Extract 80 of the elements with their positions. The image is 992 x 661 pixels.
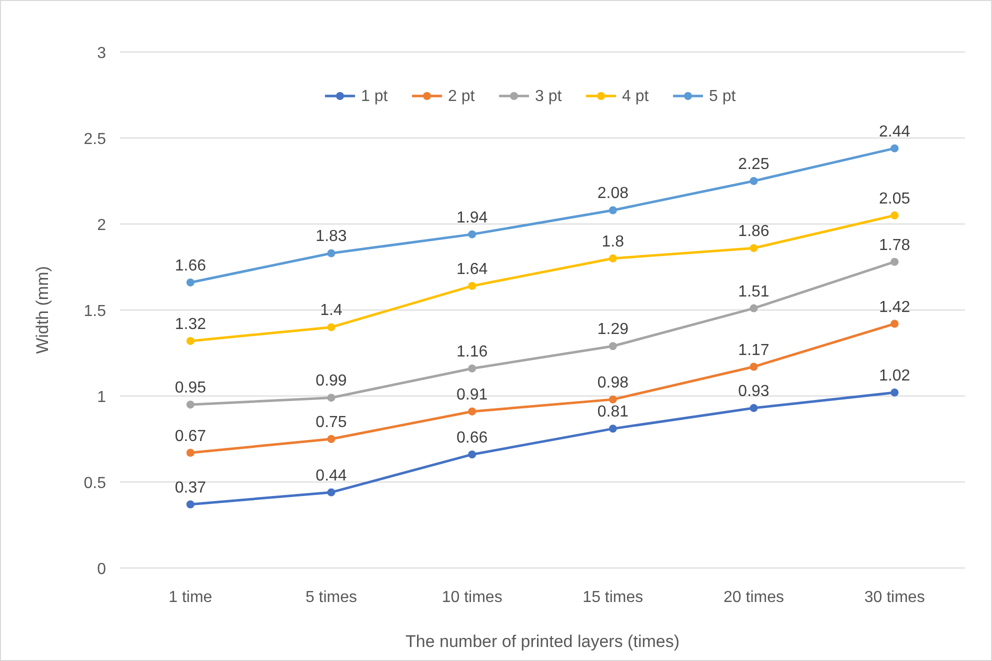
y-tick-label: 3 (97, 45, 106, 62)
legend-label: 4 pt (622, 88, 650, 105)
data-label: 1.02 (879, 368, 910, 385)
data-label: 1.29 (597, 321, 629, 338)
data-label: 1.66 (174, 257, 206, 274)
data-label: 2.08 (597, 185, 629, 202)
data-label: 0.93 (738, 383, 770, 400)
point (608, 424, 617, 433)
legend-label: 2 pt (448, 88, 476, 105)
point (468, 407, 476, 416)
point (750, 404, 758, 412)
data-label: 1.4 (320, 302, 342, 320)
point (750, 304, 758, 312)
point (608, 395, 617, 404)
data-label: 2.25 (738, 156, 770, 173)
point (468, 364, 476, 372)
point (608, 206, 617, 214)
x-tick-label: 1 time (168, 589, 212, 606)
data-label: 1.8 (602, 233, 624, 250)
data-label: 1.32 (174, 316, 206, 333)
data-label: 1.42 (879, 298, 910, 316)
point (327, 394, 336, 402)
legend-label: 1 pt (361, 88, 388, 105)
data-label: 1.17 (738, 342, 770, 359)
data-label: 1.86 (738, 223, 770, 240)
data-label: 0.99 (316, 372, 347, 390)
point (608, 342, 617, 350)
x-tick-label: 5 times (305, 589, 358, 606)
point (468, 450, 476, 458)
point (468, 230, 476, 238)
point (186, 336, 194, 345)
data-label: 0.44 (316, 467, 347, 484)
data-label: 0.91 (456, 386, 488, 404)
point (750, 177, 758, 185)
point (750, 362, 758, 371)
legend-label: 5 pt (709, 88, 736, 105)
data-label: 2.05 (879, 190, 910, 208)
y-tick-label: 1 (97, 389, 106, 406)
data-label: 0.81 (597, 404, 629, 421)
point (327, 249, 336, 258)
data-label: 0.75 (316, 414, 347, 431)
point (890, 211, 899, 220)
point (750, 244, 758, 252)
point (186, 278, 194, 286)
data-label: 1.94 (456, 209, 488, 226)
point (327, 323, 336, 332)
point (327, 488, 336, 496)
x-tick-label: 10 times (442, 589, 502, 606)
x-axis-title: The number of printed layers (times) (406, 632, 680, 651)
data-label: 0.37 (174, 479, 206, 496)
point (186, 400, 194, 409)
legend-label: 3 pt (535, 88, 562, 105)
data-label: 1.64 (456, 260, 488, 278)
point (890, 144, 899, 152)
y-tick-label: 2.5 (84, 131, 106, 148)
point (327, 435, 336, 443)
y-tick-label: 2 (97, 217, 106, 234)
x-tick-label: 20 times (724, 589, 784, 606)
data-label: 1.51 (738, 283, 770, 300)
data-label: 1.16 (456, 343, 488, 360)
x-tick-label: 30 times (864, 589, 925, 606)
y-tick-label: 0.5 (84, 475, 106, 492)
point (890, 320, 899, 328)
data-label: 0.66 (456, 429, 488, 446)
x-tick-label: 15 times (582, 589, 644, 606)
point (890, 388, 899, 397)
point (608, 254, 617, 262)
point (186, 448, 194, 457)
point (890, 258, 899, 266)
data-label: 0.95 (174, 380, 206, 397)
point (468, 282, 476, 290)
data-label: 0.67 (174, 428, 206, 445)
point (186, 500, 194, 508)
data-label: 0.98 (597, 374, 629, 392)
data-label: 2.44 (879, 123, 910, 140)
y-tick-label: 0 (97, 561, 106, 578)
y-axis-title: Width (mm) (33, 266, 52, 354)
y-tick-label: 1.5 (84, 303, 106, 320)
data-label: 1.78 (879, 236, 910, 254)
data-label: 1.83 (316, 228, 347, 246)
